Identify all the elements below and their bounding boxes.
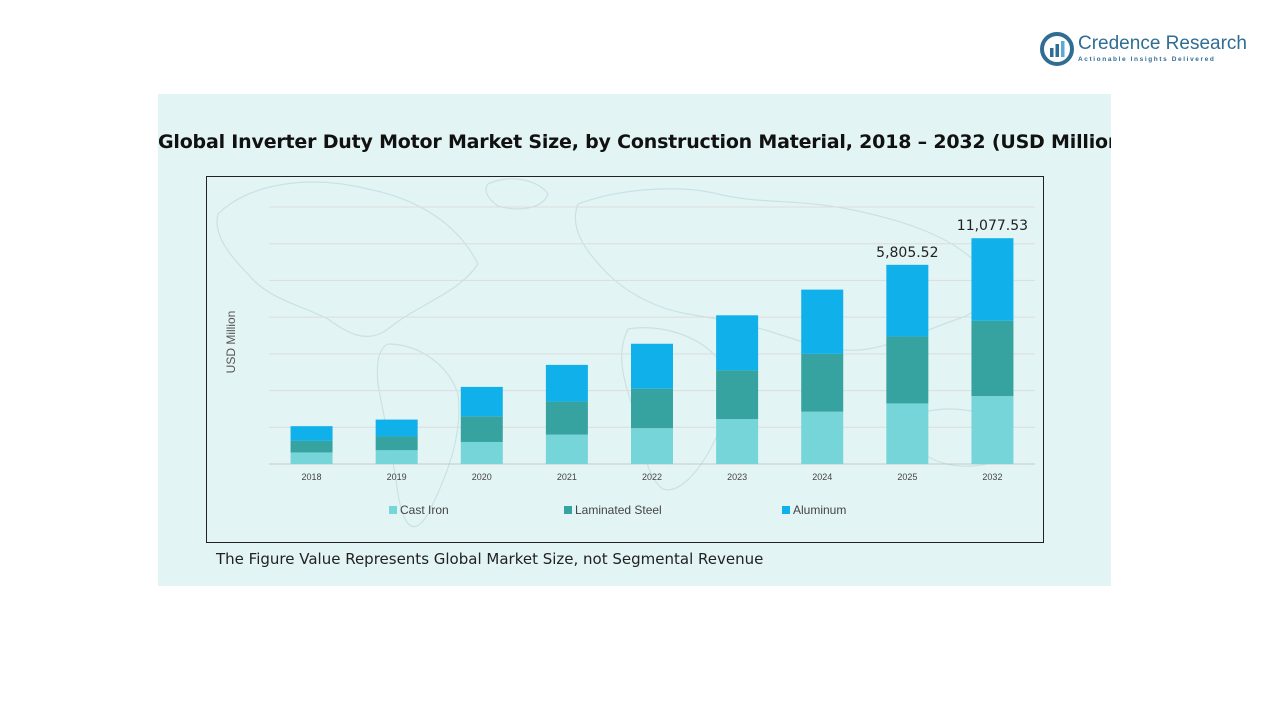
bar-laminated-steel-2020 [460,416,503,442]
data-labels: 5,805.52 11,077.53 [876,218,1028,261]
data-label-2032: 11,077.53 [957,218,1028,234]
x-tick-label: 2023 [727,472,747,482]
bar-cast-iron-2018 [290,452,333,464]
bar-aluminum-2020 [460,386,503,417]
bar-aluminum-2023 [716,315,759,371]
bar-laminated-steel-2022 [631,388,673,429]
bar-aluminum-2032 [971,238,1014,321]
legend-label: Cast Iron [400,503,449,517]
bar-cast-iron-2025 [886,403,929,464]
bar-laminated-steel-2025 [886,336,929,404]
x-tick-label: 2019 [387,472,407,482]
bar-laminated-steel-2032 [971,320,1014,397]
bar-laminated-steel-2018 [290,440,333,453]
legend-swatch [564,506,572,514]
bars [290,238,1014,464]
bar-aluminum-2018 [290,426,333,441]
y-axis-label: USD Million [224,311,238,374]
legend-swatch [782,506,790,514]
legend-swatch [389,506,397,514]
bar-aluminum-2025 [886,264,929,337]
data-label-2025: 5,805.52 [876,245,938,261]
bar-cast-iron-2023 [716,419,759,464]
bar-aluminum-2021 [545,364,588,402]
bar-cast-iron-2022 [631,428,673,464]
bar-laminated-steel-2019 [375,436,418,451]
bar-aluminum-2022 [631,343,673,389]
legend: Cast Iron Laminated Steel Aluminum [389,503,846,517]
bar-aluminum-2024 [801,289,844,354]
x-tick-label: 2025 [897,472,917,482]
bar-cast-iron-2021 [545,434,588,464]
bar-cast-iron-2019 [375,450,418,464]
footnote: The Figure Value Represents Global Marke… [216,550,764,568]
x-tick-label: 2022 [642,472,662,482]
legend-label: Laminated Steel [575,503,662,517]
brand-name: Credence Research [1078,33,1247,54]
bar-laminated-steel-2021 [545,401,588,435]
x-tick-label: 2032 [982,472,1002,482]
bar-aluminum-2019 [375,419,418,437]
bar-cast-iron-2024 [801,411,844,464]
credence-logo-icon [1040,32,1074,66]
x-tick-label: 2018 [302,472,322,482]
chart-panel: Global Inverter Duty Motor Market Size, … [158,94,1111,586]
brand-tagline: Actionable Insights Delivered [1078,56,1216,63]
x-axis-ticks: 2018 2019 2020 2021 2022 2023 2024 2025 2032 [302,472,1003,482]
x-tick-label: 2021 [557,472,577,482]
chart-title: Global Inverter Duty Motor Market Size, … [158,131,1111,153]
bar-laminated-steel-2024 [801,353,844,412]
bar-cast-iron-2032 [971,396,1014,464]
bar-cast-iron-2020 [460,441,503,464]
brand-logo: Credence Research Actionable Insights De… [1040,30,1255,70]
legend-label: Aluminum [793,503,846,517]
x-tick-label: 2024 [812,472,832,482]
chart-frame: 5,805.52 11,077.53 2018 2019 2020 2021 2022 20… [206,176,1044,543]
x-tick-label: 2020 [472,472,492,482]
bar-laminated-steel-2023 [716,370,759,420]
